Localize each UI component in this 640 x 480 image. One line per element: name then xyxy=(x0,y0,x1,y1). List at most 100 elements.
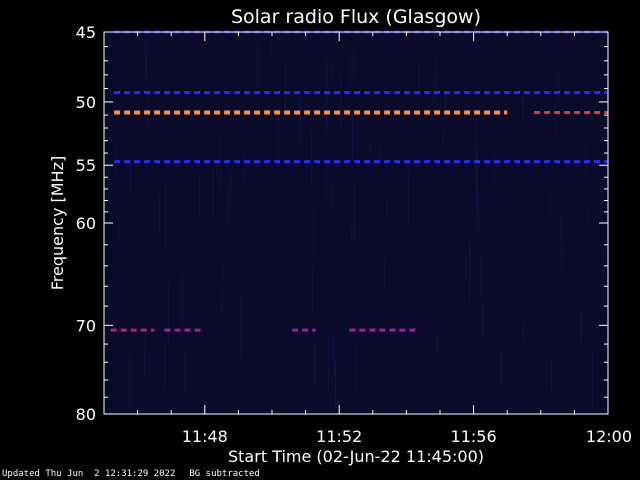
band-segment xyxy=(214,91,221,95)
band-segment xyxy=(564,111,571,114)
noise-streak xyxy=(164,184,166,252)
band-segment xyxy=(194,91,201,95)
band-segment xyxy=(254,110,261,115)
band-segment xyxy=(454,110,461,115)
band-segment xyxy=(484,110,491,115)
band-segment xyxy=(344,160,351,164)
noise-streak xyxy=(592,350,594,413)
x-axis: 11:48 11:52 11:56 12:00 xyxy=(103,32,632,446)
band-segment xyxy=(394,110,401,115)
band-segment xyxy=(414,160,421,164)
band-segment xyxy=(204,110,211,115)
noise-streak xyxy=(353,49,354,77)
noise-streak xyxy=(221,286,223,315)
noise-streak xyxy=(184,348,186,396)
band-segment xyxy=(184,110,191,115)
y-axis-label: Frequency [MHz] xyxy=(48,156,67,290)
noise-streak xyxy=(311,266,313,315)
noise-streak xyxy=(335,364,336,414)
band-segment xyxy=(184,328,191,332)
noise-streak xyxy=(383,256,385,290)
noise-streak xyxy=(435,58,437,99)
noise-streak xyxy=(227,184,228,225)
noise-streak xyxy=(436,331,438,355)
band-segment xyxy=(254,91,261,95)
noise-streak xyxy=(551,357,552,391)
noise-streak xyxy=(216,166,218,178)
band-segment xyxy=(110,328,117,332)
band-segment xyxy=(404,91,411,95)
band-segment xyxy=(434,110,441,115)
band-segment xyxy=(174,110,181,115)
band-segment xyxy=(404,110,411,115)
band-segment xyxy=(244,160,251,164)
band-segment xyxy=(384,110,391,115)
noise-streak xyxy=(118,216,120,244)
band-segment xyxy=(234,91,241,95)
band-segment xyxy=(244,110,251,115)
band-segment xyxy=(244,91,251,95)
band-segment xyxy=(224,110,231,115)
band-segment xyxy=(349,328,356,332)
band-segment xyxy=(134,91,141,95)
band-segment xyxy=(194,160,201,164)
noise-streak xyxy=(168,282,170,344)
band-segment xyxy=(114,110,121,115)
band-segment xyxy=(254,160,261,164)
noise-streak xyxy=(144,350,146,375)
band-segment xyxy=(214,110,221,115)
band-segment xyxy=(314,110,321,115)
noise-streak xyxy=(107,155,109,201)
band-segment xyxy=(414,110,421,115)
band-segment xyxy=(464,160,471,164)
noise-streak xyxy=(129,354,131,414)
band-segment xyxy=(302,328,309,332)
band-segment xyxy=(140,328,147,332)
band-segment xyxy=(164,110,171,115)
band-segment xyxy=(554,91,561,95)
band-segment xyxy=(584,111,591,114)
band-segment xyxy=(444,160,451,164)
band-segment xyxy=(584,91,591,95)
band-segment xyxy=(544,160,551,164)
noise-streak xyxy=(270,41,272,56)
noise-streak xyxy=(500,346,502,390)
band-segment xyxy=(359,328,366,332)
noise-streak xyxy=(130,158,132,197)
noise-streak xyxy=(379,145,381,165)
band-segment xyxy=(444,110,451,115)
noise-streak xyxy=(340,75,342,133)
noise-streak xyxy=(240,295,242,358)
band-segment xyxy=(334,110,341,115)
band-segment xyxy=(264,91,271,95)
band-segment xyxy=(564,91,571,95)
noise-streak xyxy=(222,263,224,283)
band-segment xyxy=(144,160,151,164)
band-segment xyxy=(154,110,161,115)
band-segment xyxy=(304,160,311,164)
noise-streak xyxy=(220,133,222,192)
noise-streak xyxy=(522,93,524,124)
x-tick-label: 11:52 xyxy=(316,427,362,446)
band-segment xyxy=(494,160,501,164)
noise-streak xyxy=(223,287,225,306)
band-segment xyxy=(424,110,431,115)
noise-streak xyxy=(285,58,287,122)
band-segment xyxy=(494,110,501,115)
noise-streak xyxy=(352,111,353,159)
band-segment xyxy=(374,91,381,95)
band-segment xyxy=(294,160,301,164)
noise-streak xyxy=(314,339,316,384)
band-segment xyxy=(294,110,301,115)
band-segment xyxy=(424,160,431,164)
noise-streak xyxy=(522,321,524,341)
band-segment xyxy=(484,160,491,164)
band-segment xyxy=(594,91,601,95)
noise-streak xyxy=(243,153,245,183)
noise-streak xyxy=(159,196,160,232)
band-segment xyxy=(474,110,481,115)
band-segment xyxy=(379,328,386,332)
band-segment xyxy=(120,328,127,332)
y-axis: 45 50 55 60 70 80 xyxy=(76,23,608,424)
band-segment xyxy=(594,160,601,164)
